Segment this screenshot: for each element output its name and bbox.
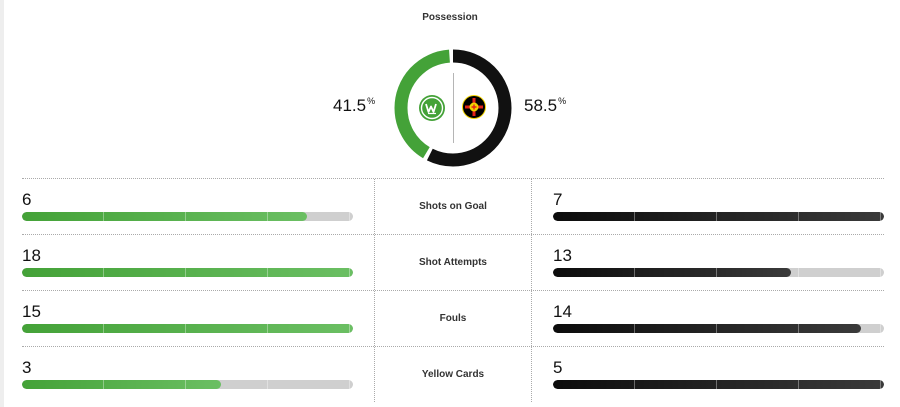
away-stat-bar-fill — [553, 324, 861, 333]
away-possession-unit: % — [558, 96, 567, 106]
away-stat-bar-track — [553, 380, 884, 389]
home-stat-bar-track — [22, 212, 353, 221]
possession-title: Possession — [422, 12, 478, 23]
stat-label: Shot Attempts — [374, 235, 532, 290]
home-possession-number: 41.5 — [333, 96, 367, 115]
home-stat-bar-fill — [22, 380, 221, 389]
home-stat-cell: 18 — [22, 235, 374, 290]
away-stat-value: 7 — [553, 190, 563, 209]
stat-label: Fouls — [374, 291, 532, 346]
home-stat-bar-track — [22, 324, 353, 333]
stat-row-shot-attempts: 18 Shot Attempts 13 — [22, 235, 884, 291]
away-stat-bar-track — [553, 212, 884, 221]
home-stat-cell: 15 — [22, 291, 374, 346]
home-stat-cell: 3 — [22, 347, 374, 402]
away-stat-value: 14 — [553, 302, 572, 321]
away-stat-bar-fill — [553, 212, 884, 221]
stat-label: Yellow Cards — [374, 347, 532, 402]
possession-donut-svg — [394, 49, 512, 167]
home-stat-bar-fill — [22, 212, 307, 221]
stat-row-fouls: 15 Fouls 14 — [22, 291, 884, 347]
leverkusen-crest-icon — [461, 94, 487, 120]
home-stat-value: 15 — [22, 302, 41, 321]
away-stat-bar-fill — [553, 268, 792, 277]
wolfsburg-crest-icon — [418, 94, 446, 122]
possession-home-arc — [394, 49, 512, 167]
stat-row-shots-on-goal: 6 Shots on Goal 7 — [22, 179, 884, 235]
left-edge-divider — [0, 0, 4, 407]
possession-away-arc — [394, 49, 512, 167]
home-stat-value: 6 — [22, 190, 32, 209]
home-stat-value: 3 — [22, 358, 32, 377]
home-stat-bar-track — [22, 268, 353, 277]
away-possession-value: 58.5% — [524, 96, 566, 116]
home-possession-value: 41.5% — [333, 96, 375, 116]
away-stat-value: 13 — [553, 246, 572, 265]
stat-label: Shots on Goal — [374, 179, 532, 234]
home-stat-bar-track — [22, 380, 353, 389]
match-stats-table: 6 Shots on Goal 7 18 Shot Attempts 13 — [22, 178, 884, 402]
stat-row-yellow-cards: 3 Yellow Cards 5 — [22, 347, 884, 402]
home-possession-unit: % — [367, 96, 376, 106]
away-stat-value: 5 — [553, 358, 563, 377]
donut-center-divider — [453, 73, 454, 143]
home-stat-bar-fill — [22, 268, 353, 277]
home-stat-cell: 6 — [22, 179, 374, 234]
away-stat-bar-track — [553, 324, 884, 333]
away-stat-cell: 14 — [553, 291, 884, 346]
away-stat-bar-fill — [553, 380, 884, 389]
away-stat-cell: 7 — [553, 179, 884, 234]
away-possession-number: 58.5 — [524, 96, 558, 115]
away-stat-cell: 5 — [553, 347, 884, 402]
possession-donut-chart — [393, 48, 513, 168]
home-stat-value: 18 — [22, 246, 41, 265]
home-stat-bar-fill — [22, 324, 353, 333]
away-stat-bar-track — [553, 268, 884, 277]
away-stat-cell: 13 — [553, 235, 884, 290]
